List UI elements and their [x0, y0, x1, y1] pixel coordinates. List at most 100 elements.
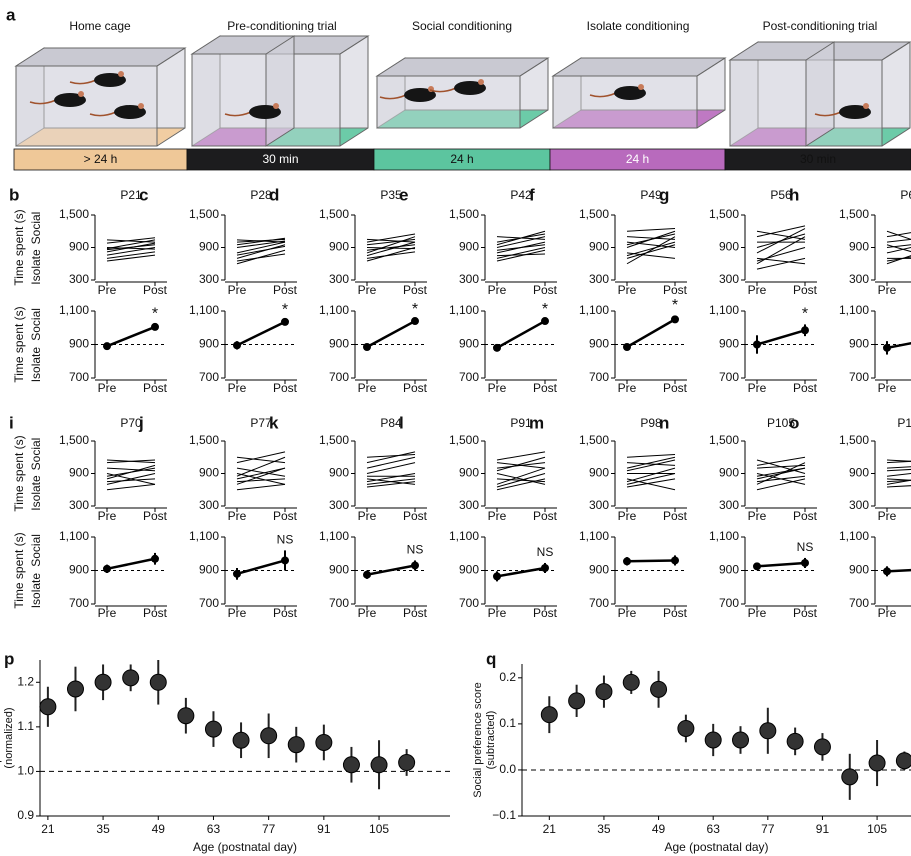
significance: NS — [537, 545, 554, 559]
panel-letter: k — [269, 413, 279, 432]
cage-top — [16, 48, 185, 66]
subject-line — [237, 254, 285, 261]
cage-front — [377, 76, 520, 128]
y-tick-label: 0.1 — [499, 716, 516, 730]
y-tick-label: 1,500 — [839, 433, 869, 447]
y-tick-label: 900 — [69, 563, 89, 577]
subject-line — [627, 237, 675, 264]
y-tick-label: 300 — [69, 498, 89, 512]
mean-line — [497, 321, 545, 348]
y-tick-label: 1,100 — [59, 529, 89, 543]
y-tick-label: 900 — [589, 563, 609, 577]
x-tick-label: Pre — [618, 283, 637, 297]
data-point — [150, 674, 166, 690]
significance: NS — [797, 540, 814, 554]
x-tick-label: Pre — [878, 606, 897, 620]
subject-line — [367, 248, 415, 249]
cage — [553, 58, 725, 128]
x-tick-label: Post — [273, 283, 298, 297]
data-point — [371, 757, 387, 773]
subject-line — [367, 237, 415, 253]
subject-line — [887, 242, 911, 247]
mean-point — [363, 571, 371, 579]
x-tick-label: Pre — [878, 509, 897, 523]
y-tick-label: 900 — [589, 337, 609, 351]
subject-line — [367, 463, 415, 474]
y-tick-label: 700 — [199, 596, 219, 610]
x-tick-label: Post — [273, 509, 298, 523]
x-tick-label: 77 — [761, 822, 775, 836]
y-tick-label: 1,500 — [839, 207, 869, 221]
data-point — [67, 681, 83, 697]
y-tick-label: 300 — [199, 272, 219, 286]
y-tick-label: 1,100 — [839, 529, 869, 543]
x-tick-label: Post — [143, 509, 168, 523]
mouse-ear — [273, 103, 279, 109]
y-tick-label: 1,100 — [449, 529, 479, 543]
subject-line — [887, 471, 911, 476]
y-tick-label: 300 — [459, 498, 479, 512]
panel-letter: d — [269, 185, 279, 204]
subject-line — [627, 245, 675, 259]
x-tick-label: Post — [143, 283, 168, 297]
stage-title: Post-conditioning trial — [763, 19, 878, 33]
significance: NS — [407, 543, 424, 557]
x-tick-label: Pre — [748, 283, 767, 297]
stage-title: Isolate conditioning — [587, 19, 690, 33]
x-tick-label: Post — [793, 509, 818, 523]
x-tick-label: 35 — [597, 822, 611, 836]
y-tick-label: 0.0 — [499, 762, 516, 776]
data-point — [205, 721, 221, 737]
data-point — [316, 734, 332, 750]
data-point — [869, 755, 885, 771]
y-tick-label: 900 — [719, 337, 739, 351]
x-tick-label: Pre — [618, 606, 637, 620]
subject-line — [367, 482, 415, 487]
y-tick-label: 1,500 — [579, 433, 609, 447]
y-axis-label: Time spent (s) — [12, 209, 26, 285]
subject-line — [107, 484, 155, 489]
x-tick-label: Post — [663, 509, 688, 523]
y-tick-label: 900 — [719, 240, 739, 254]
mean-line — [107, 559, 155, 569]
y-tick-label: 700 — [459, 370, 479, 384]
timeline-duration: 30 min — [262, 152, 298, 166]
panel-letter: h — [789, 185, 799, 204]
subject-line — [237, 468, 285, 484]
x-tick-label: Post — [533, 509, 558, 523]
x-tick-label: Pre — [488, 283, 507, 297]
y-tick-label: 1.1 — [17, 719, 34, 733]
x-tick-label: Post — [143, 606, 168, 620]
x-tick-label: Pre — [228, 509, 247, 523]
x-tick-label: Post — [793, 381, 818, 395]
y-tick-label: 0.2 — [499, 670, 516, 684]
mean-point — [151, 555, 159, 563]
mouse-ear — [863, 103, 869, 109]
x-tick-label: Post — [403, 283, 428, 297]
x-tick-label: Post — [403, 606, 428, 620]
x-tick-label: Pre — [228, 606, 247, 620]
y-tick-label: 1,100 — [189, 529, 219, 543]
x-tick-label: Pre — [358, 509, 377, 523]
data-point — [596, 684, 612, 700]
y-tick-label: 300 — [589, 272, 609, 286]
y-tick-label: 700 — [329, 596, 349, 610]
data-point — [651, 681, 667, 697]
subject-line — [757, 457, 805, 465]
x-tick-label: Pre — [98, 509, 117, 523]
subject-line — [367, 457, 415, 468]
y-tick-label: 900 — [69, 466, 89, 480]
y-tick-label: 300 — [329, 498, 349, 512]
y-tick-label: 1,100 — [709, 303, 739, 317]
y-tick-label: 900 — [849, 563, 869, 577]
cage — [192, 36, 368, 146]
panel-letter: l — [399, 413, 404, 432]
y-axis-label: Social preference score — [472, 682, 484, 798]
stage-title: Pre-conditioning trial — [227, 19, 336, 33]
data-point — [760, 723, 776, 739]
mean-point — [103, 565, 111, 573]
data-point — [123, 670, 139, 686]
timeline-duration: 24 h — [626, 152, 649, 166]
x-tick-label: Pre — [488, 606, 507, 620]
mean-line — [757, 563, 805, 566]
